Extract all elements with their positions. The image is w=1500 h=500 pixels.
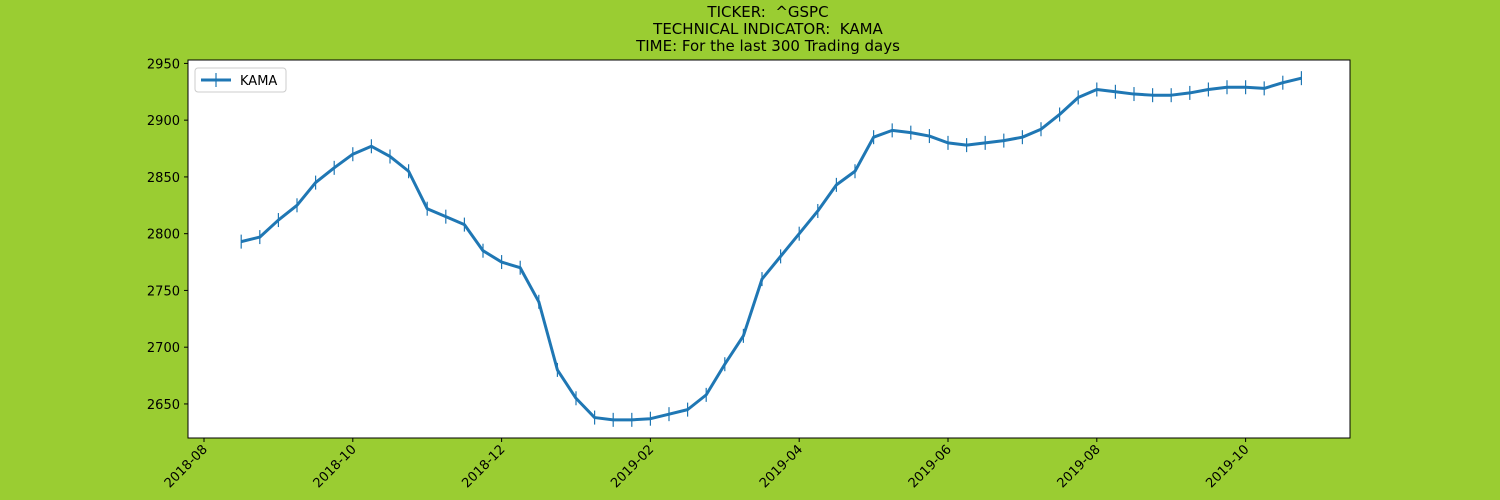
y-tick-label: 2950 bbox=[147, 57, 180, 72]
chart-title: TICKER: ^GSPC bbox=[706, 3, 828, 21]
y-tick-label: 2700 bbox=[147, 341, 180, 356]
chart-title: TECHNICAL INDICATOR: KAMA bbox=[652, 20, 883, 38]
y-tick-label: 2850 bbox=[147, 171, 180, 186]
legend-label: KAMA bbox=[240, 74, 277, 89]
chart-title: TIME: For the last 300 Trading days bbox=[635, 37, 900, 55]
y-tick-label: 2800 bbox=[147, 228, 180, 243]
plot-area bbox=[187, 59, 1351, 439]
y-tick-label: 2900 bbox=[147, 114, 180, 129]
line bbox=[240, 76, 1302, 422]
y-tick-label: 2750 bbox=[147, 284, 180, 299]
y-tick-label: 2650 bbox=[147, 398, 180, 413]
legend-box bbox=[194, 67, 287, 93]
